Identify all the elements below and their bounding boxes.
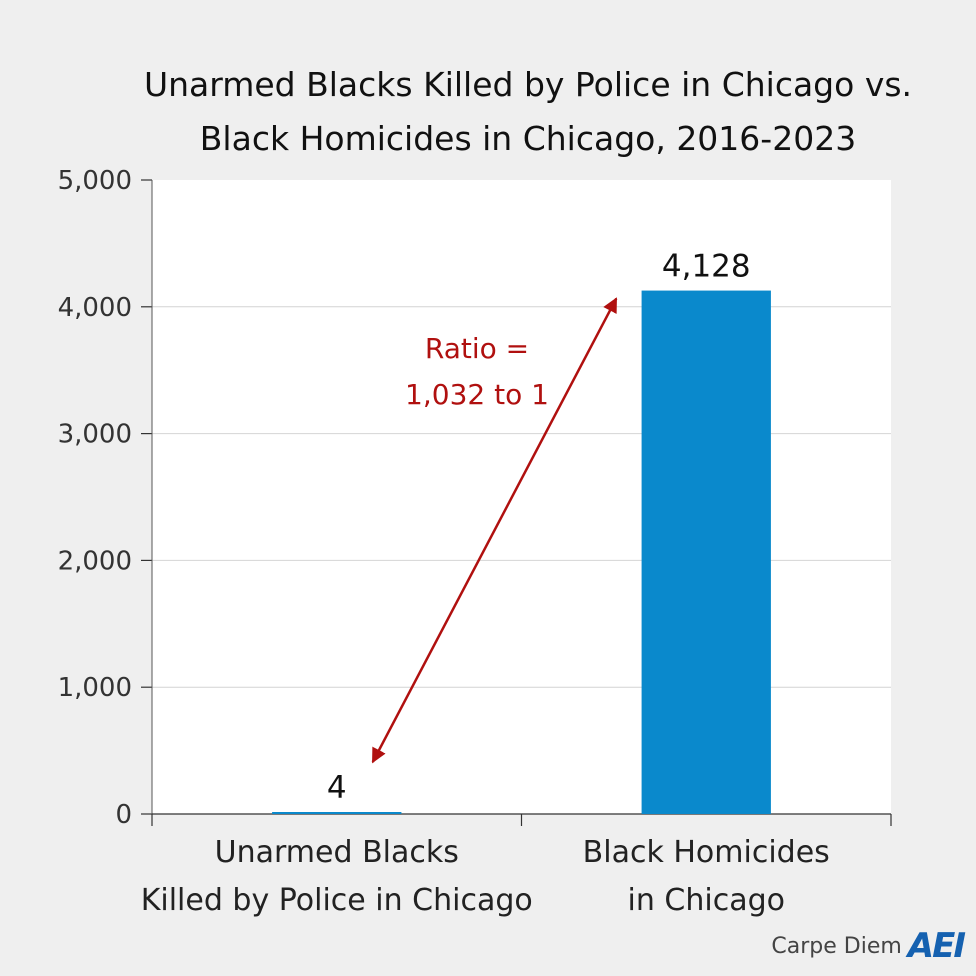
ratio-label: 1,032 to 1 bbox=[405, 378, 549, 411]
data-label: 4 bbox=[327, 770, 347, 806]
bar bbox=[641, 290, 771, 815]
footer-branding: Carpe Diem AEI bbox=[771, 926, 966, 966]
ratio-annotation: Ratio = 1,032 to 1 bbox=[371, 297, 618, 764]
y-tick-label: 5,000 bbox=[58, 166, 132, 196]
ratio-arrow bbox=[371, 297, 618, 764]
x-category-label: Black Homicides bbox=[583, 835, 830, 870]
x-category-label: Killed by Police in Chicago bbox=[141, 883, 533, 918]
ratio-label: Ratio = bbox=[425, 332, 529, 365]
chart-title: Unarmed Blacks Killed by Police in Chica… bbox=[0, 58, 976, 166]
y-tick-label: 0 bbox=[115, 800, 132, 830]
aei-logo: AEI bbox=[907, 926, 966, 966]
chart-title-line-2: Black Homicides in Chicago, 2016-2023 bbox=[199, 119, 857, 158]
y-tick-label: 3,000 bbox=[58, 420, 132, 450]
bar bbox=[272, 812, 402, 814]
plot-area bbox=[152, 180, 891, 814]
labels: 0 1,000 2,000 3,000 4,000 5,000 4 Unarmed Black… bbox=[58, 166, 830, 918]
x-category-label: Unarmed Blacks bbox=[215, 835, 459, 870]
footer-credit: Carpe Diem bbox=[771, 933, 902, 959]
data-label: 4,128 bbox=[662, 249, 751, 285]
y-tick-label: 2,000 bbox=[58, 546, 132, 576]
y-tick-label: 4,000 bbox=[58, 293, 132, 323]
y-tick-label: 1,000 bbox=[58, 673, 132, 703]
bars bbox=[272, 290, 771, 815]
chart-title-line-1: Unarmed Blacks Killed by Police in Chica… bbox=[143, 65, 913, 104]
x-category-label: in Chicago bbox=[628, 883, 785, 918]
